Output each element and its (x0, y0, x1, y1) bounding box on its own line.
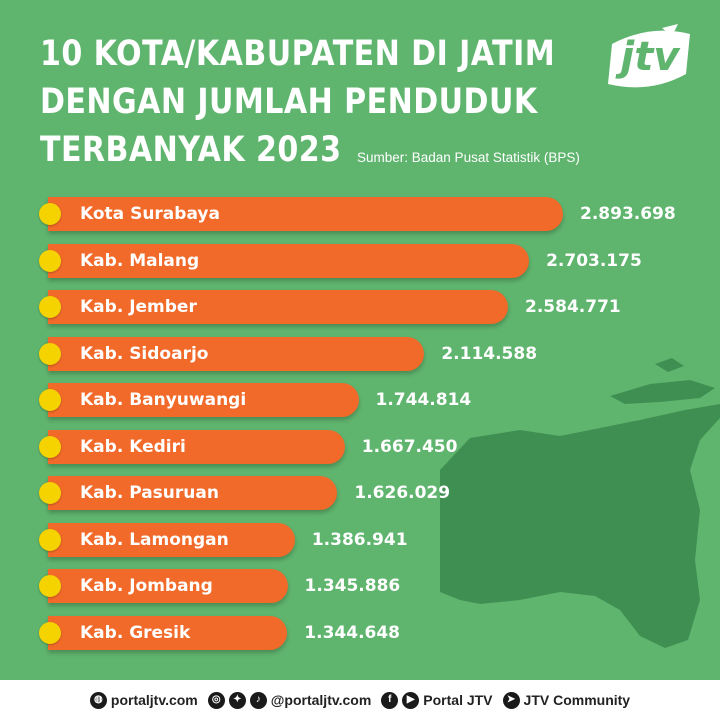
category-label: Kota Surabaya (80, 204, 220, 224)
title-line-1: 10 KOTA/KABUPATEN DI JATIM (40, 34, 556, 74)
youtube-icon: ▶ (402, 691, 420, 709)
facebook-icon: f (381, 691, 399, 709)
title-line-3: TERBANYAK 2023 (40, 130, 342, 170)
value-label: 1.626.029 (354, 483, 451, 503)
tiktok-icon: ♪ (249, 691, 267, 709)
category-label: Kab. Banyuwangi (80, 390, 247, 410)
globe-icon: ◍ (89, 691, 107, 709)
chart-title: 10 KOTA/KABUPATEN DI JATIM DENGAN JUMLAH… (40, 30, 555, 174)
jtv-logo-icon: jtv (604, 24, 696, 94)
category-label: Kab. Sidoarjo (80, 343, 209, 364)
bar-9 (48, 569, 288, 603)
social-handle-label: @portaljtv.com (270, 692, 372, 708)
category-label: Kab. Gresik (80, 622, 191, 643)
value-label: 1.386.941 (311, 529, 408, 550)
telegram-icon: ➤ (502, 691, 520, 709)
bar-3 (48, 290, 509, 324)
bullet-dot (39, 528, 61, 551)
logo-text: jtv (620, 34, 680, 80)
website-label: portaljtv.com (110, 692, 198, 708)
bar-2 (48, 243, 530, 278)
category-label: Kab. Jember (80, 297, 197, 317)
bullet-dot (39, 435, 61, 458)
bar-chart: Kota Surabaya 2.893.698 Kab. Malang 2.703.1… (39, 197, 676, 650)
footer-community[interactable]: ➤ JTV Community (502, 691, 631, 709)
bullet-dot (39, 389, 61, 411)
footer-website[interactable]: ◍ portaljtv.com (89, 691, 198, 709)
bullet-dot (39, 482, 61, 504)
footer-social[interactable]: ◎ ✦ ♪ @portaljtv.com (207, 691, 372, 709)
bullet-dot (39, 249, 61, 272)
instagram-icon: ◎ (207, 691, 225, 709)
value-label: 1.345.886 (304, 576, 401, 596)
bar-1 (48, 197, 563, 231)
value-label: 2.703.175 (546, 250, 642, 271)
bullet-dot (39, 575, 61, 597)
bar-6 (48, 429, 345, 464)
value-label: 2.893.698 (580, 204, 676, 224)
bullet-dot (39, 296, 61, 318)
bar-8 (48, 522, 295, 557)
bar-4 (48, 336, 425, 371)
page-name-label: Portal JTV (423, 692, 493, 708)
title-line-2: DENGAN JUMLAH PENDUDUK (40, 82, 538, 122)
bar-10 (48, 615, 288, 650)
value-label: 2.584.771 (525, 297, 621, 317)
bar-5 (48, 383, 359, 417)
category-label: Kab. Pasuruan (80, 483, 219, 503)
category-label: Kab. Lamongan (80, 529, 229, 550)
bullet-dot (39, 342, 61, 365)
source-note: Sumber: Badan Pusat Statistik (BPS) (357, 150, 580, 165)
community-label: JTV Community (523, 692, 631, 708)
category-label: Kab. Malang (80, 250, 200, 271)
footer-bar: ◍ portaljtv.com ◎ ✦ ♪ @portaljtv.com f ▶… (0, 680, 720, 720)
bullet-dot (39, 203, 61, 225)
value-label: 1.744.814 (375, 390, 472, 410)
category-label: Kab. Kediri (80, 436, 186, 457)
category-label: Kab. Jombang (80, 576, 213, 596)
twitter-icon: ✦ (228, 691, 246, 709)
jtv-logo-badge (608, 24, 690, 88)
bullet-dot (39, 621, 61, 644)
value-label: 1.667.450 (361, 436, 458, 457)
bar-7 (48, 476, 338, 510)
value-label: 1.344.648 (304, 622, 401, 643)
value-label: 2.114.588 (441, 343, 538, 364)
footer-page[interactable]: f ▶ Portal JTV (381, 691, 493, 709)
